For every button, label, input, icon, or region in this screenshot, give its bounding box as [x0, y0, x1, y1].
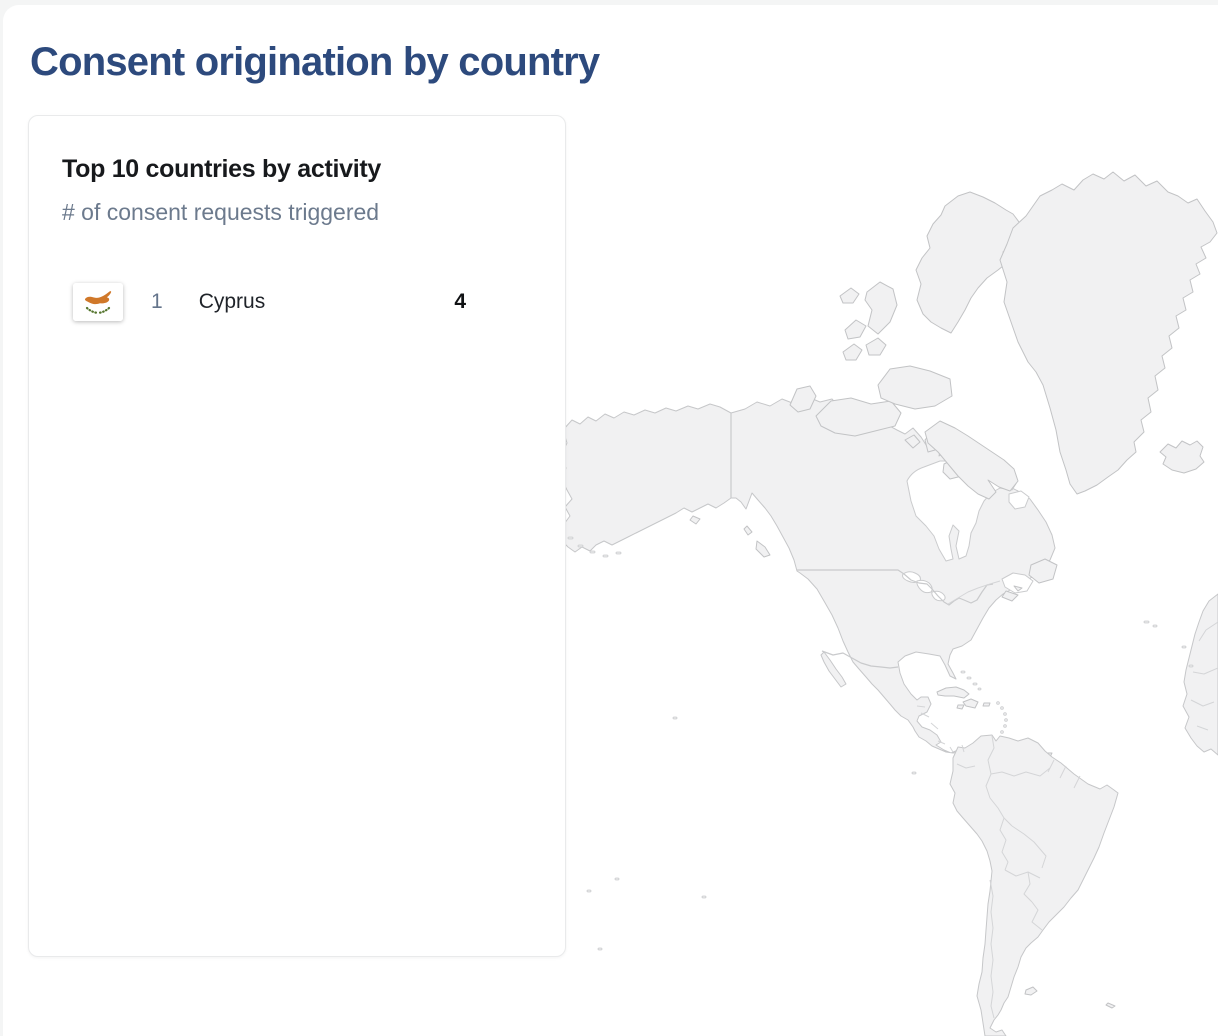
card-subtitle: # of consent requests triggered: [62, 199, 380, 225]
nova-scotia: [1001, 590, 1019, 602]
top-countries-card: Top 10 countries by activity # of consen…: [28, 115, 566, 957]
parry-island-5: [839, 287, 860, 304]
aleutian-islands: [567, 536, 622, 558]
haida-gwaii: [743, 525, 753, 536]
parry-island-1: [844, 319, 867, 340]
central-america-borders: [916, 705, 965, 753]
hispaniola: [962, 698, 979, 709]
jamaica: [956, 704, 965, 710]
atlantic-islands: [1143, 620, 1194, 668]
bahamas-islands: [960, 670, 982, 691]
king-william-island: [904, 434, 921, 449]
cuba: [936, 686, 970, 699]
south-america-borders: [956, 735, 1081, 1019]
devon-island: [877, 365, 953, 410]
falkland-islands: [1024, 986, 1038, 996]
lesser-antilles-islands: [996, 701, 1008, 734]
landmass-iceland: [1159, 440, 1205, 474]
banks-island: [789, 385, 817, 413]
us-canada-border: [797, 569, 994, 606]
axel-heiberg-island: [864, 281, 898, 335]
us-mexico-border: [821, 650, 899, 669]
card-title: Top 10 countries by activity: [62, 155, 382, 183]
page-title: Consent origination by country: [30, 40, 600, 84]
parry-island-4: [865, 337, 887, 356]
baffin-island: [924, 420, 1019, 500]
gulf-of-st-lawrence: [1001, 572, 1034, 594]
vancouver-island: [755, 540, 771, 558]
ungava-bay: [1008, 490, 1030, 510]
puerto-rico: [982, 702, 991, 707]
prince-edward-island: [1013, 585, 1023, 592]
pacific-islands: [586, 716, 707, 951]
country-row-cyprus[interactable]: 1 Cyprus 4: [73, 283, 466, 321]
parry-island-3: [842, 343, 863, 361]
galapagos-islands: [911, 771, 917, 775]
victoria-island: [815, 397, 902, 437]
south-georgia: [1105, 1002, 1116, 1009]
landmass-baja-california: [820, 651, 847, 688]
st-lawrence-river: [947, 580, 1001, 605]
country-rank: 1: [151, 290, 163, 313]
ellesmere-island: [915, 191, 1026, 334]
country-name: Cyprus: [198, 290, 266, 313]
landmass-west-africa: [1182, 593, 1218, 756]
kodiak-island: [689, 515, 701, 525]
newfoundland: [1028, 558, 1058, 584]
country-count: 4: [454, 290, 466, 313]
west-africa-borders: [1190, 621, 1218, 731]
cyprus-flag-icon: [73, 283, 123, 321]
landmass-greenland: [999, 171, 1218, 495]
